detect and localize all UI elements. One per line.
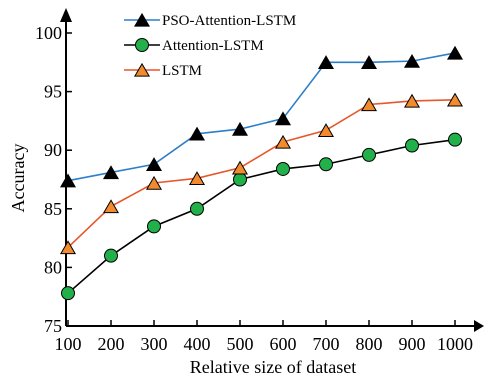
data-point — [274, 111, 292, 126]
data-point — [188, 171, 206, 186]
data-point — [448, 132, 462, 147]
series-line — [67, 138, 456, 294]
x-tick-label: 400 — [184, 334, 211, 354]
data-point — [133, 12, 151, 27]
legend: PSO-Attention-LSTM Attention-LSTM LSTM — [124, 12, 296, 79]
data-point — [276, 161, 290, 176]
legend-label: PSO-Attention-LSTM — [162, 13, 296, 29]
data-point — [317, 55, 335, 69]
data-point — [61, 286, 75, 301]
series-layer — [59, 45, 464, 301]
x-tick-label: 1000 — [437, 334, 473, 354]
data-point — [233, 172, 247, 187]
legend-label: LSTM — [162, 63, 202, 79]
data-point — [190, 201, 204, 216]
series-pso-attention-lstm — [59, 45, 464, 188]
legend-item: PSO-Attention-LSTM — [124, 12, 296, 29]
x-tick-label: 200 — [98, 334, 125, 354]
y-tick-label: 80 — [44, 257, 62, 277]
series-line — [67, 52, 456, 182]
y-axis-arrow — [60, 8, 72, 22]
series-attention-lstm — [61, 132, 462, 301]
y-tick-label: 95 — [44, 82, 62, 102]
data-point — [59, 240, 77, 255]
x-tick-label: 100 — [55, 334, 82, 354]
y-tick-label: 90 — [44, 140, 62, 160]
data-point — [403, 53, 421, 68]
data-point — [102, 165, 120, 180]
y-tick-label: 75 — [44, 316, 62, 336]
x-tick-label: 700 — [313, 334, 340, 354]
data-point — [231, 121, 249, 136]
x-tick-label: 600 — [270, 334, 297, 354]
data-point — [145, 157, 163, 171]
data-point — [317, 123, 335, 137]
data-point — [59, 173, 77, 188]
data-point — [362, 147, 376, 162]
data-point — [319, 157, 333, 172]
x-axis-arrow — [474, 320, 484, 332]
data-point — [147, 219, 161, 234]
data-point — [104, 248, 118, 263]
series-lstm — [59, 92, 464, 255]
data-point — [360, 97, 378, 112]
data-point — [405, 138, 419, 153]
x-axis-label: Relative size of dataset — [190, 357, 356, 377]
x-tick-label: 300 — [141, 334, 168, 354]
data-point — [188, 126, 206, 141]
data-point — [446, 92, 464, 107]
data-point — [403, 93, 421, 108]
data-point — [145, 175, 163, 190]
data-point — [135, 38, 149, 52]
series-line — [67, 99, 456, 249]
x-tick-label: 800 — [356, 334, 383, 354]
data-point — [133, 62, 151, 77]
legend-item: LSTM — [124, 62, 202, 79]
x-tick-label: 900 — [399, 334, 426, 354]
y-tick-label: 85 — [44, 199, 62, 219]
data-point — [274, 134, 292, 149]
y-tick-label: 100 — [35, 23, 62, 43]
legend-item: Attention-LSTM — [124, 38, 264, 54]
data-point — [102, 199, 120, 214]
data-point — [446, 45, 464, 60]
data-point — [360, 55, 378, 69]
legend-label: Attention-LSTM — [162, 38, 264, 54]
y-axis-label: Accuracy — [8, 144, 28, 213]
data-point — [231, 160, 249, 175]
axes: 75 80 85 90 95 100 100 200 300 400 500 600 700 800 900… — [35, 8, 484, 354]
x-tick-label: 500 — [227, 334, 254, 354]
